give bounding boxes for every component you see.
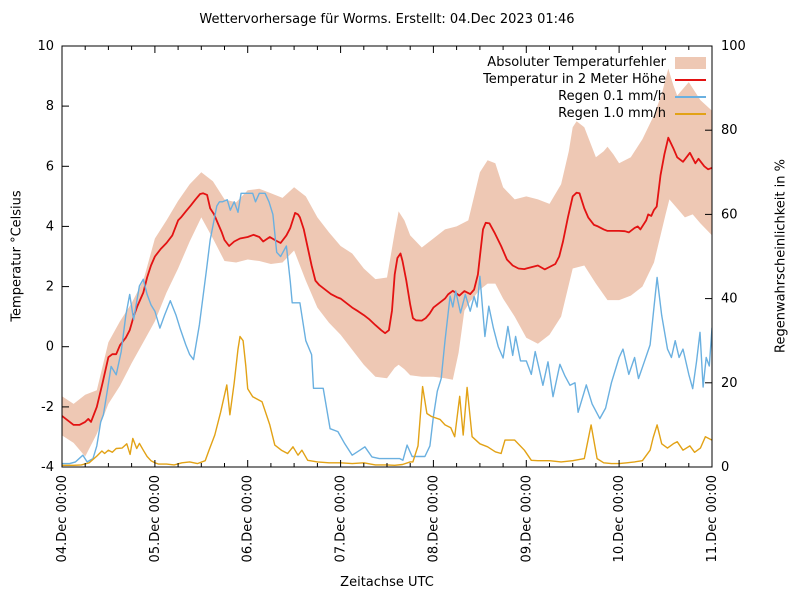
y-right-tick-label: 80 [721, 123, 738, 138]
x-tick-label: 06.Dec 00:00 [241, 475, 256, 562]
legend-label: Regen 0.1 mm/h [558, 89, 666, 104]
y-right-tick-label: 60 [721, 207, 738, 222]
legend-item-temperature-error: Absoluter Temperaturfehler [483, 54, 706, 71]
rain-10-line [62, 335, 712, 466]
legend-label: Regen 1.0 mm/h [558, 106, 666, 121]
y-left-tick-label: 0 [46, 340, 54, 355]
legend-item-rain-01: Regen 0.1 mm/h [483, 88, 706, 105]
series-group [62, 68, 712, 466]
y-left-tick-label: 6 [46, 159, 54, 174]
band-swatch-icon [675, 56, 706, 69]
y-right-tick-label: 0 [721, 460, 729, 475]
y-left-tick-label: -4 [41, 460, 54, 475]
temperature-error-band [62, 68, 712, 457]
y-left-tick-label: 4 [46, 219, 54, 234]
legend-label: Absoluter Temperaturfehler [487, 55, 666, 70]
blue-line-swatch-icon [675, 95, 706, 98]
red-line-swatch-icon [675, 78, 706, 81]
x-tick-label: 10.Dec 00:00 [612, 475, 627, 562]
y-axis-right-label: Regenwahrscheinlichkeit in % [773, 159, 789, 353]
legend-item-temperature-2m: Temperatur in 2 Meter Höhe [483, 71, 706, 88]
y-axis-left-label: Temperatur °Celsius [9, 190, 25, 322]
y-left-tick-label: 2 [46, 280, 54, 295]
orange-line-swatch-icon [675, 112, 706, 115]
y-right-tick-label: 40 [721, 292, 738, 307]
x-tick-label: 07.Dec 00:00 [334, 475, 349, 562]
y-left-tick-label: 8 [46, 99, 54, 114]
x-tick-label: 11.Dec 00:00 [705, 475, 720, 562]
y-left-tick-label: -2 [41, 400, 54, 415]
temperature-line [62, 136, 712, 426]
x-tick-label: 05.Dec 00:00 [148, 475, 163, 562]
legend: Absoluter Temperaturfehler Temperatur in… [483, 54, 706, 122]
x-axis-label: Zeitachse UTC [340, 575, 434, 590]
x-tick-label: 08.Dec 00:00 [426, 475, 441, 562]
y-right-tick-label: 100 [721, 39, 746, 54]
y-right-tick-label: 20 [721, 376, 738, 391]
x-tick-label: 04.Dec 00:00 [55, 475, 70, 562]
x-tick-label: 09.Dec 00:00 [519, 475, 534, 562]
chart-title: Wettervorhersage für Worms. Erstellt: 04… [199, 12, 575, 27]
y-left-tick-label: 10 [37, 39, 54, 54]
rain-01-line [62, 192, 712, 465]
legend-item-rain-10: Regen 1.0 mm/h [483, 105, 706, 122]
legend-label: Temperatur in 2 Meter Höhe [483, 72, 666, 87]
